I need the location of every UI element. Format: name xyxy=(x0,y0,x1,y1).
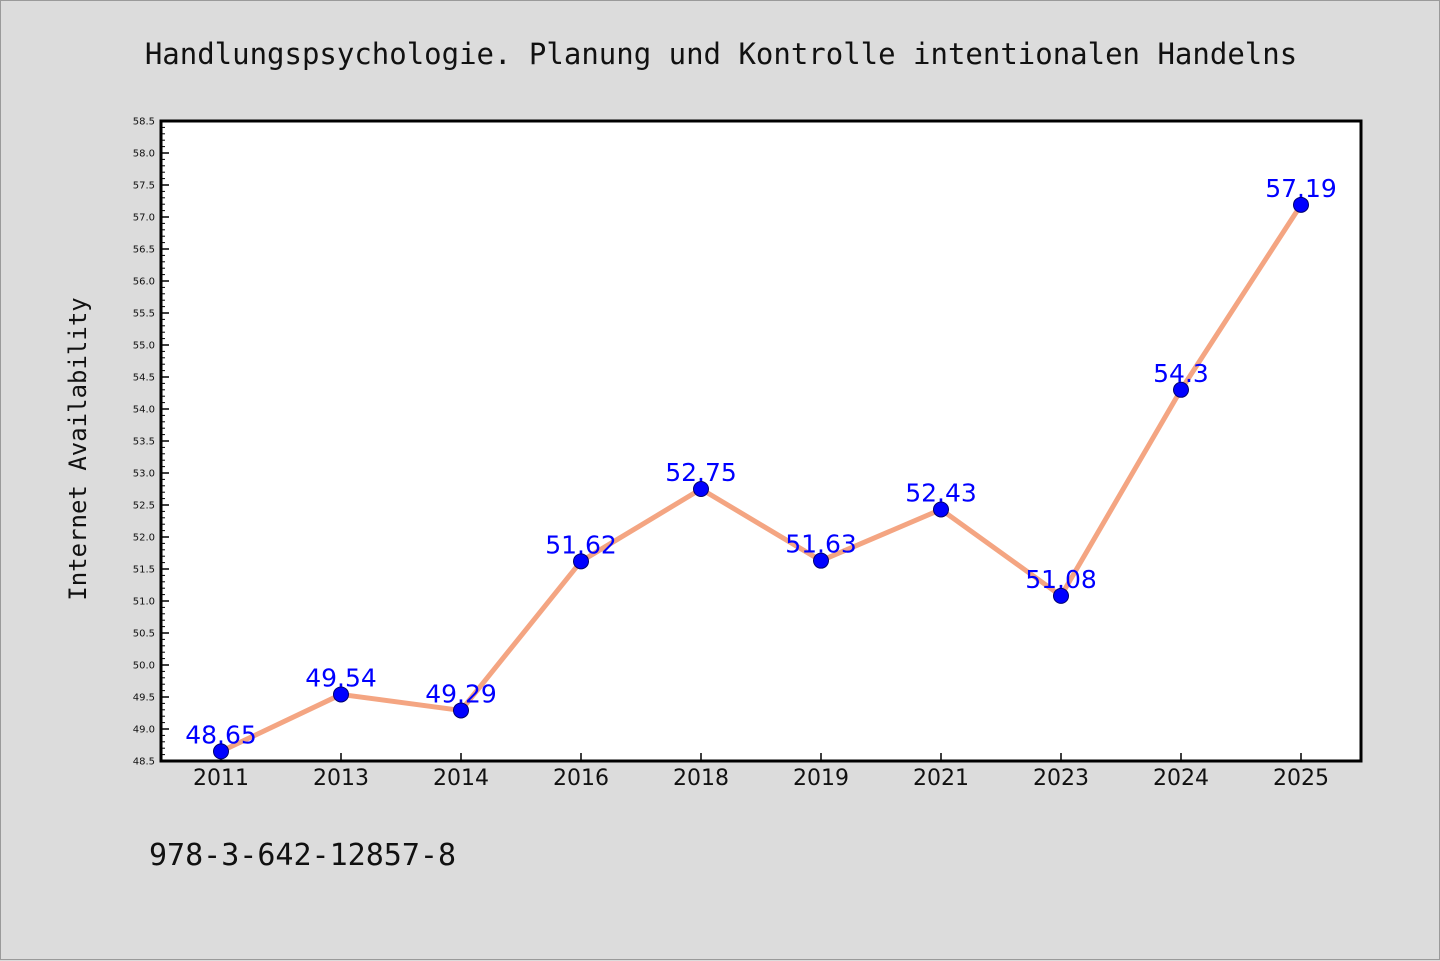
data-label: 49.54 xyxy=(305,663,377,692)
y-tick-label: 56.0 xyxy=(133,277,155,288)
y-tick-label: 53.0 xyxy=(133,469,155,480)
y-tick-label: 52.5 xyxy=(133,501,155,512)
data-markers xyxy=(213,196,1309,760)
data-label: 48.65 xyxy=(185,720,257,749)
data-point xyxy=(573,553,589,570)
x-tick-label: 2016 xyxy=(553,766,609,791)
y-tick-label: 49.5 xyxy=(133,693,155,704)
y-tick-label: 54.0 xyxy=(133,405,155,416)
x-tick-label: 2024 xyxy=(1153,766,1209,791)
x-axis-ticks: 2011 2013 2014 2016 2018 2019 2021 2023 2024 2025 xyxy=(193,753,1329,791)
y-tick-label: 57.5 xyxy=(133,181,155,192)
plot-area xyxy=(161,121,1361,761)
y-tick-label: 49.0 xyxy=(133,725,155,736)
data-label: 51.63 xyxy=(785,530,857,559)
x-tick-label: 2014 xyxy=(433,766,489,791)
x-tick-label: 2013 xyxy=(313,766,369,791)
y-tick-label: 55.5 xyxy=(133,309,155,320)
y-tick-label: 52.0 xyxy=(133,533,155,544)
data-point xyxy=(453,702,469,719)
data-point xyxy=(813,552,829,569)
x-tick-label: 2018 xyxy=(673,766,729,791)
y-tick-label: 58.0 xyxy=(133,149,155,160)
data-point xyxy=(933,501,949,518)
y-tick-label: 50.0 xyxy=(133,661,155,672)
plot-frame xyxy=(159,119,1363,763)
y-tick-label: 48.5 xyxy=(133,757,155,768)
y-axis-label: Internet Availability xyxy=(64,297,92,600)
x-tick-label: 2011 xyxy=(193,766,249,791)
data-point xyxy=(693,481,709,497)
data-label: 52.43 xyxy=(905,478,977,507)
y-tick-label: 53.5 xyxy=(133,437,155,448)
data-point xyxy=(213,743,229,760)
y-tick-label: 51.0 xyxy=(133,597,155,608)
data-label: 51.62 xyxy=(545,530,617,559)
chart-title: Handlungspsychologie. Planung und Kontro… xyxy=(145,37,1297,71)
data-point xyxy=(1053,587,1069,604)
series-line xyxy=(218,202,1304,754)
data-label: 49.29 xyxy=(425,679,497,708)
data-label: 57.19 xyxy=(1265,174,1337,203)
data-labels: 48.65 49.54 49.29 51.62 52.75 51.63 52.43 51.08… xyxy=(185,174,1337,750)
data-point xyxy=(333,686,349,703)
data-point xyxy=(1173,381,1189,398)
x-tick-label: 2019 xyxy=(793,766,849,791)
x-tick-label: 2023 xyxy=(1033,766,1089,791)
footer-isbn: 978-3-642-12857-8 xyxy=(149,838,456,873)
y-tick-label: 57.0 xyxy=(133,213,155,224)
y-tick-label: 54.5 xyxy=(133,373,155,384)
y-axis-ticks: 48.5 49.0 49.5 50.0 50.5 51.0 51.5 52.0 52.5 53.0… xyxy=(133,117,169,768)
x-tick-label: 2021 xyxy=(913,766,969,791)
y-tick-label: 55.0 xyxy=(133,341,155,352)
y-tick-label: 51.5 xyxy=(133,565,155,576)
y-tick-label: 56.5 xyxy=(133,245,155,256)
x-tick-label: 2025 xyxy=(1273,766,1329,791)
data-label: 51.08 xyxy=(1025,565,1097,594)
data-point xyxy=(1293,196,1309,213)
y-tick-label: 50.5 xyxy=(133,629,155,640)
y-tick-label: 58.5 xyxy=(133,117,155,128)
data-label: 54.3 xyxy=(1153,359,1209,388)
data-label: 52.75 xyxy=(665,458,737,487)
